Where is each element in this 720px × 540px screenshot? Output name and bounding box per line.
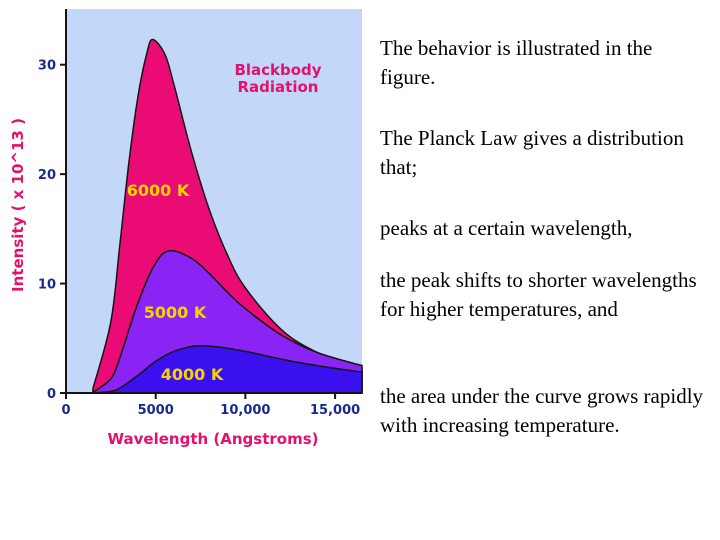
y-axis-label-wrap: Intensity ( x 10^13 ) bbox=[8, 100, 28, 310]
series-area-5000 bbox=[92, 249, 363, 394]
y-tick-label: 0 bbox=[47, 387, 56, 402]
text-block: The behavior is illustrated in the figur… bbox=[380, 36, 653, 89]
ticks-layer: 0 5000 10,000 15,000 0 10 20 30 bbox=[38, 59, 360, 418]
y-tick-label: 10 bbox=[38, 278, 56, 293]
series-label-4000: 4000 K bbox=[161, 365, 224, 384]
x-axis-label: Wavelength (Angstroms) bbox=[108, 430, 319, 448]
chart-title: Radiation bbox=[238, 78, 319, 96]
blackbody-chart: 0 5000 10,000 15,000 0 10 20 30 Blackbody Radia… bbox=[38, 9, 363, 448]
y-axis-label: Intensity ( x 10^13 ) bbox=[9, 118, 27, 292]
text-block: The Planck Law gives a distribution that… bbox=[380, 126, 684, 179]
x-tick-label: 5000 bbox=[138, 403, 174, 418]
text-block: the area under the curve grows rapidly w… bbox=[380, 384, 704, 437]
x-tick-label: 15,000 bbox=[310, 403, 360, 418]
series-label-5000: 5000 K bbox=[144, 303, 207, 322]
text-block: peaks at a certain wavelength, bbox=[380, 216, 633, 240]
x-tick-label: 0 bbox=[61, 403, 70, 418]
x-tick-label: 10,000 bbox=[220, 403, 270, 418]
series-layer bbox=[92, 38, 363, 394]
series-area-4000 bbox=[92, 344, 363, 394]
text-block: the peak shifts to shorter wavelengths f… bbox=[380, 268, 697, 321]
y-tick-label: 20 bbox=[38, 168, 56, 183]
series-label-6000: 6000 K bbox=[127, 181, 190, 200]
chart-title: Blackbody bbox=[234, 61, 321, 79]
y-tick-label: 30 bbox=[38, 59, 56, 74]
